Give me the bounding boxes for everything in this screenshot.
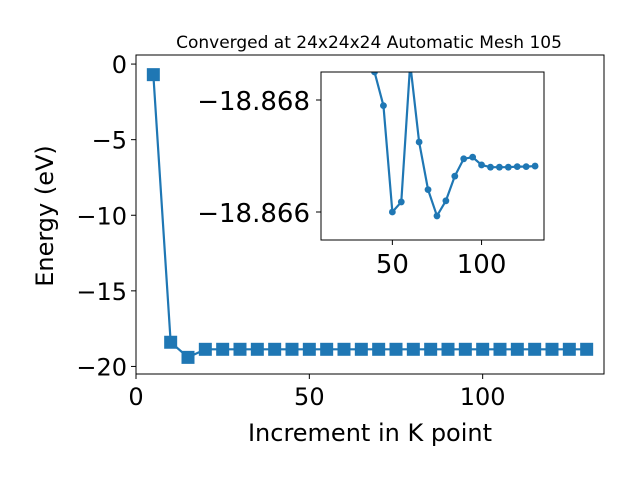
main-data-point	[164, 335, 178, 349]
inset-data-point	[460, 155, 468, 163]
main-data-point	[406, 342, 420, 356]
inset-x-tick-label: 50	[376, 250, 409, 280]
main-data-point	[562, 342, 576, 356]
y-tick-label: −5	[92, 127, 127, 155]
main-data-point	[285, 342, 299, 356]
inset-plot-frame	[320, 71, 545, 241]
main-data-point	[510, 342, 524, 356]
main-data-point	[441, 342, 455, 356]
inset-series	[371, 72, 539, 220]
main-data-point	[354, 342, 368, 356]
main-data-point	[372, 342, 386, 356]
main-series	[146, 68, 594, 364]
x-tick-label: 0	[128, 383, 143, 411]
main-data-point	[476, 342, 490, 356]
inset-data-point	[504, 163, 512, 171]
y-tick-label: 0	[112, 51, 127, 79]
inset-data-point	[442, 197, 450, 205]
x-axis-label: Increment in K point	[248, 419, 492, 447]
inset-data-point	[513, 163, 521, 171]
inset-data-point	[433, 212, 441, 220]
main-data-point	[198, 342, 212, 356]
inset-data-point	[388, 208, 396, 216]
inset-x-ticks: 50 100	[376, 240, 507, 280]
inset-data-point	[531, 162, 539, 170]
main-data-point	[181, 350, 195, 364]
main-data-point	[268, 342, 282, 356]
y-tick-label: −20	[76, 353, 127, 381]
inset-data-point	[415, 138, 423, 146]
inset-data-point	[397, 198, 405, 206]
chart-title: Converged at 24x24x24 Automatic Mesh 105	[176, 33, 562, 53]
main-data-point	[424, 342, 438, 356]
main-data-point	[337, 342, 351, 356]
inset-y-ticks: −18.868 −18.866	[197, 87, 321, 229]
x-tick-label: 50	[294, 383, 325, 411]
inset-data-point	[424, 186, 432, 194]
inset-data-point	[487, 163, 494, 171]
main-data-point	[146, 68, 160, 82]
inset-axes: 50 100 −18.868 −18.866	[197, 71, 545, 280]
inset-data-point	[469, 153, 477, 161]
main-data-point	[389, 342, 403, 356]
main-axes: Converged at 24x24x24 Automatic Mesh 105…	[31, 33, 605, 447]
main-data-point	[493, 342, 507, 356]
y-tick-label: −10	[76, 202, 127, 230]
main-data-point	[458, 342, 472, 356]
inset-data-point	[478, 161, 485, 169]
inset-data-point	[380, 102, 387, 109]
inset-data-point	[522, 163, 530, 171]
main-data-point	[545, 342, 559, 356]
main-data-point	[250, 342, 264, 356]
main-plot-frame	[135, 54, 605, 375]
inset-y-tick-label: −18.868	[197, 87, 310, 117]
main-x-ticks: 0 50 100	[128, 374, 506, 411]
x-tick-label: 100	[460, 383, 506, 411]
y-axis-label: Energy (eV)	[31, 145, 59, 287]
inset-background	[321, 72, 544, 240]
y-tick-label: −15	[76, 278, 127, 306]
inset-data-point	[451, 172, 459, 180]
inset-data-point	[371, 72, 378, 76]
inset-data-point	[496, 163, 503, 171]
main-data-point	[528, 342, 542, 356]
inset-x-tick-label: 100	[457, 250, 507, 280]
inset-y-tick-label: −18.866	[197, 199, 310, 229]
main-data-point	[233, 342, 247, 356]
main-data-point	[302, 342, 316, 356]
main-y-ticks: 0 −5 −10 −15 −20	[76, 51, 136, 381]
main-data-point	[320, 342, 334, 356]
main-data-point	[580, 342, 594, 356]
main-data-point	[216, 342, 230, 356]
